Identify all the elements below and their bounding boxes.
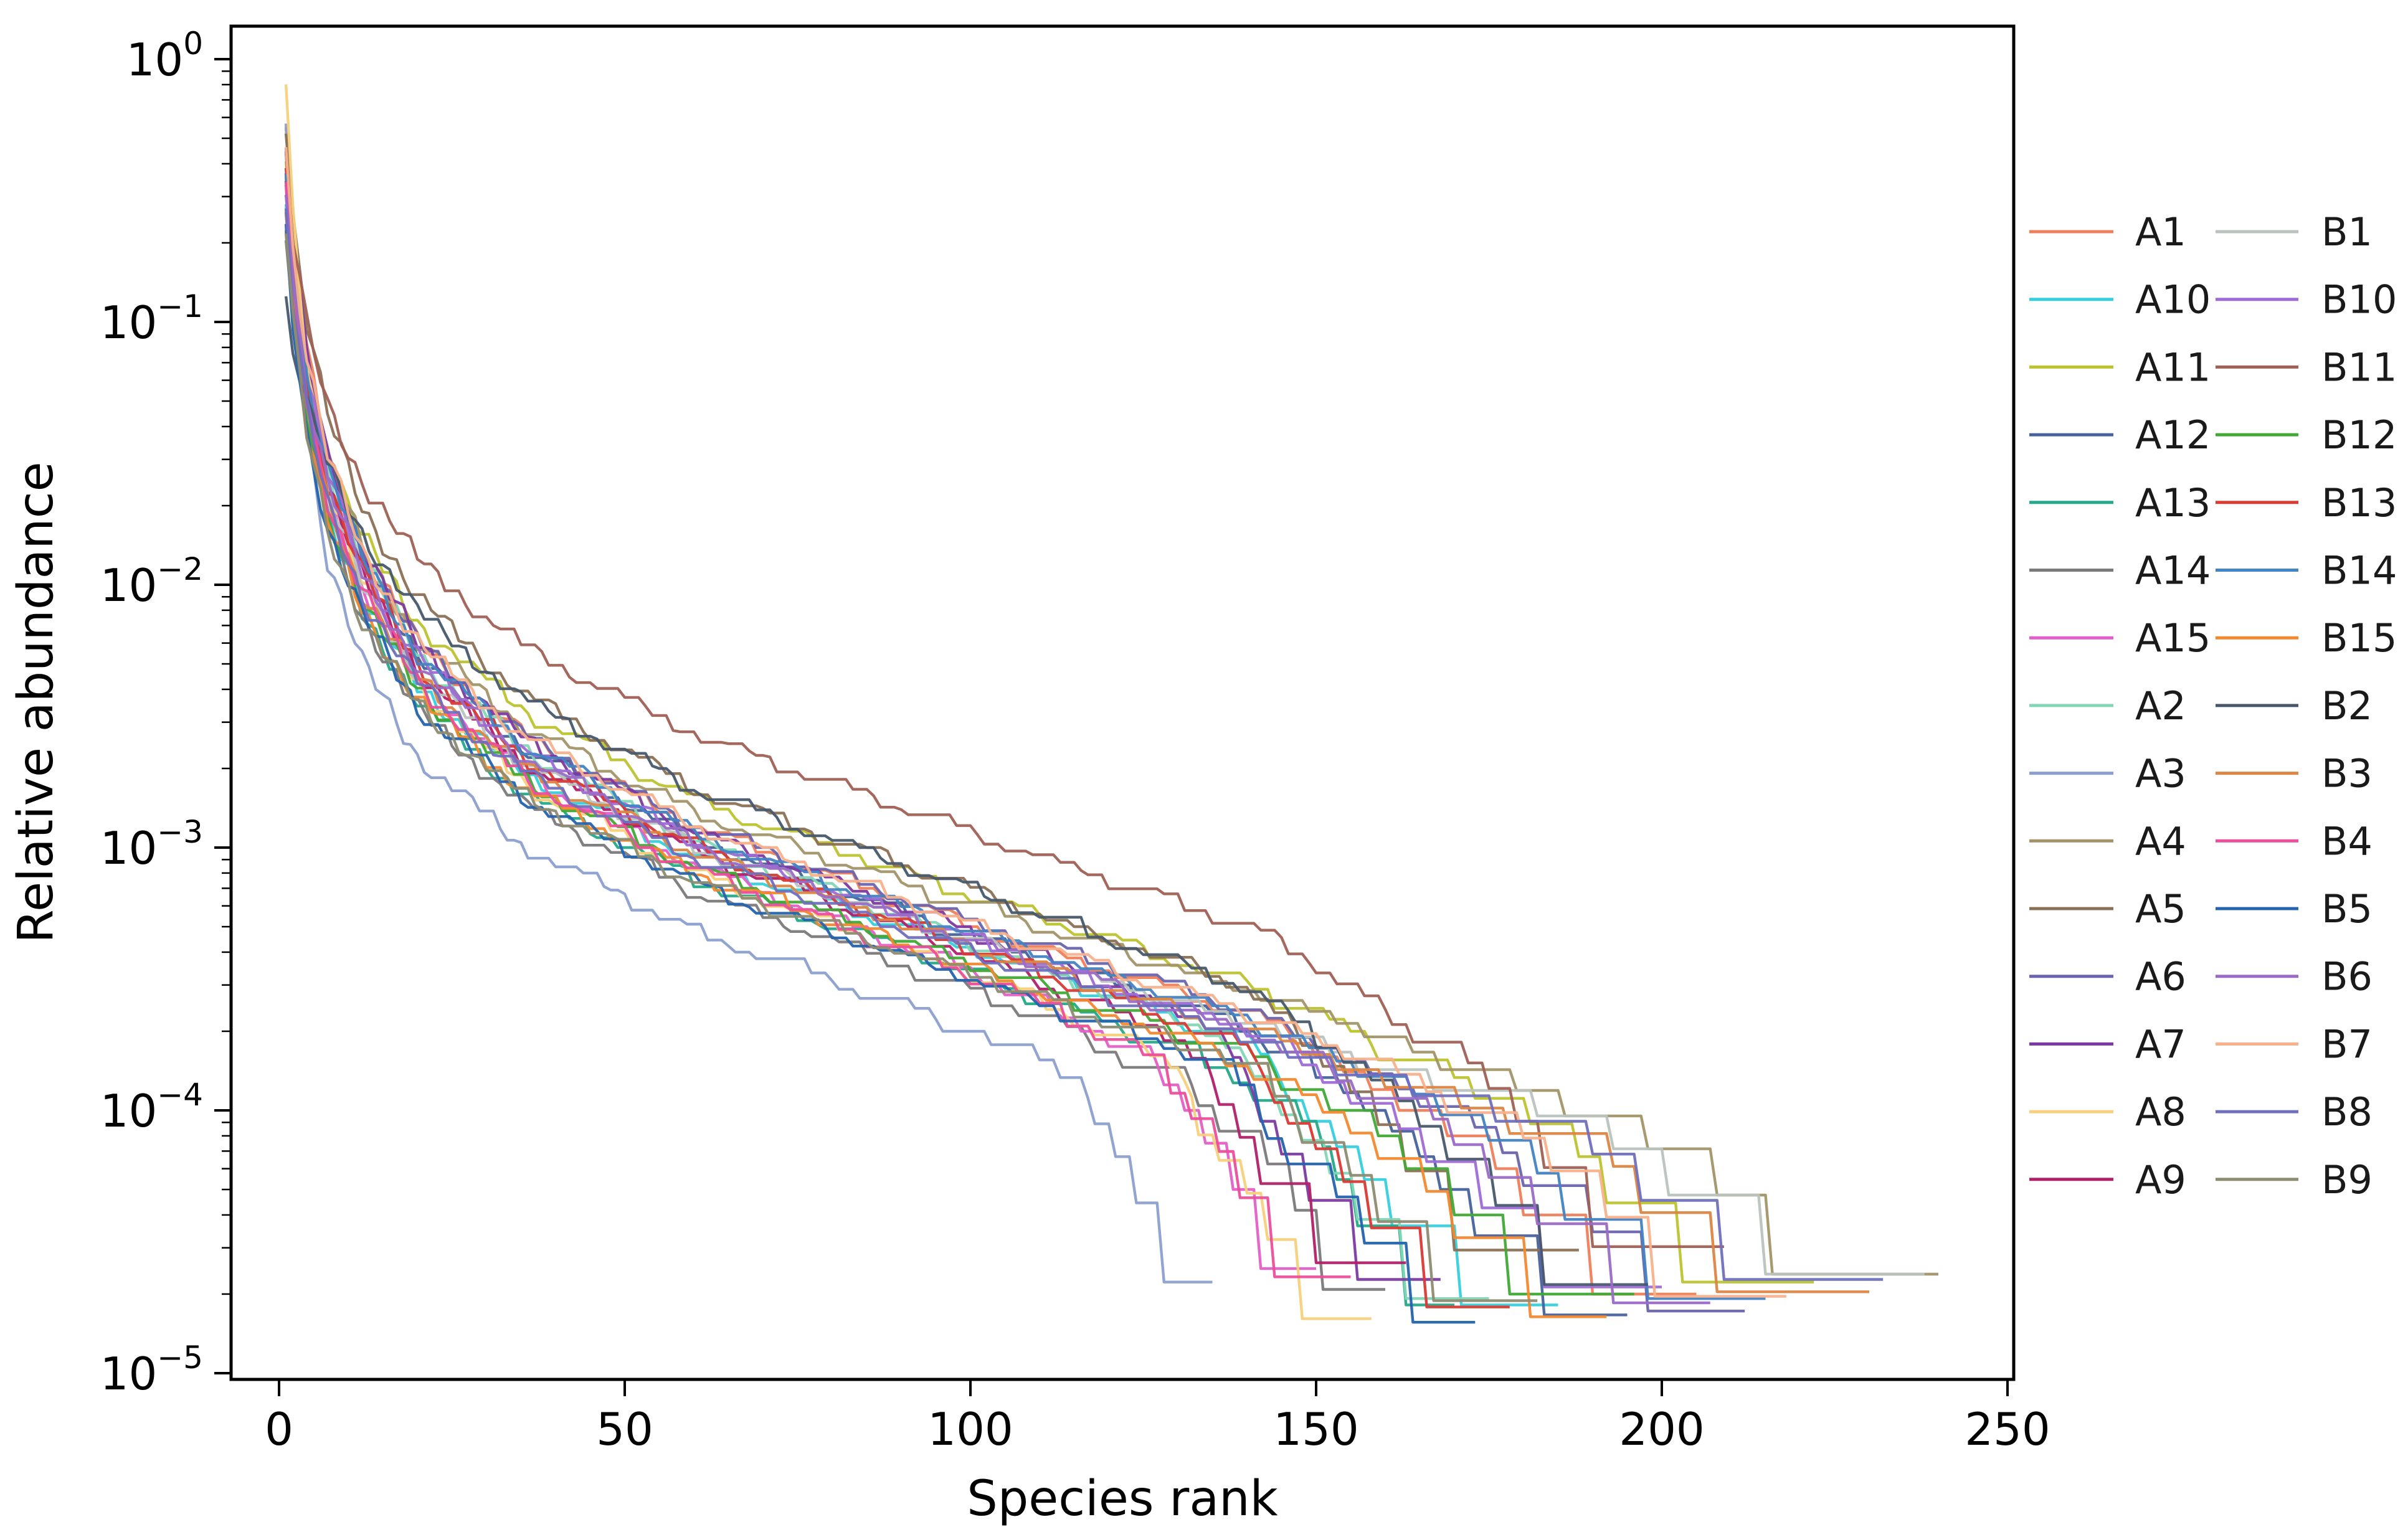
series-line-B7 — [284, 147, 1786, 1298]
series-line-B1 — [284, 209, 1925, 1276]
legend-entry-A3: A3 — [2029, 751, 2186, 797]
series-line-B4 — [284, 181, 1351, 1279]
legend-label-B6: B6 — [2321, 954, 2372, 1000]
legend-label-B9: B9 — [2321, 1157, 2372, 1203]
legend-entry-A14: A14 — [2029, 548, 2211, 593]
series-line-A8 — [284, 84, 1372, 1320]
legend-entry-A7: A7 — [2029, 1021, 2186, 1067]
legend-label-A2: A2 — [2135, 683, 2186, 729]
legend-label-A9: A9 — [2135, 1157, 2186, 1203]
series-line-B14 — [284, 174, 1766, 1300]
legend-label-B12: B12 — [2321, 412, 2397, 458]
y-tick-label: 10−2 — [100, 551, 203, 612]
x-tick-label: 150 — [1273, 1403, 1358, 1455]
legend-entry-A6: A6 — [2029, 954, 2186, 1000]
series-line-A11 — [284, 161, 1814, 1284]
legend-entry-B2: B2 — [2216, 683, 2372, 729]
x-tick-label: 250 — [1965, 1403, 2050, 1455]
legend-entry-A11: A11 — [2029, 344, 2211, 390]
y-tick-label: 10−1 — [100, 288, 203, 349]
legend-entry-B5: B5 — [2216, 886, 2372, 932]
legend-entry-A2: A2 — [2029, 683, 2186, 729]
legend-label-B4: B4 — [2321, 818, 2372, 864]
series-line-B11 — [284, 151, 1724, 1248]
legend-entry-B13: B13 — [2216, 480, 2397, 526]
x-tick-label: 50 — [596, 1403, 653, 1455]
legend-label-B1: B1 — [2321, 209, 2372, 255]
legend-entry-B3: B3 — [2216, 751, 2372, 797]
legend-label-A12: A12 — [2135, 412, 2211, 458]
legend-label-A14: A14 — [2135, 548, 2211, 593]
legend-label-A8: A8 — [2135, 1089, 2186, 1135]
legend-label-A7: A7 — [2135, 1021, 2186, 1067]
legend-entry-A13: A13 — [2029, 480, 2211, 526]
legend-entry-B15: B15 — [2216, 615, 2397, 661]
plot-border — [229, 24, 2016, 1381]
series-line-A9 — [284, 181, 1406, 1264]
legend-entry-A12: A12 — [2029, 412, 2211, 458]
series-line-B6 — [284, 194, 1710, 1305]
series-line-B12 — [284, 212, 1634, 1296]
y-tick-label: 10−3 — [100, 814, 203, 874]
y-tick-label: 10−4 — [100, 1077, 203, 1137]
legend-label-B7: B7 — [2321, 1021, 2372, 1067]
legend-label-A10: A10 — [2135, 277, 2211, 323]
series-line-B5 — [284, 224, 1476, 1324]
legend-entry-B11: B11 — [2216, 344, 2397, 390]
legend-entry-B7: B7 — [2216, 1021, 2372, 1067]
legend-label-B14: B14 — [2321, 548, 2397, 593]
legend-label-A3: A3 — [2135, 751, 2186, 797]
series-line-A3 — [284, 123, 1213, 1284]
series-layer — [284, 84, 1938, 1324]
series-line-B8 — [284, 208, 1884, 1281]
legend-entry-B8: B8 — [2216, 1089, 2372, 1135]
legend-label-A1: A1 — [2135, 209, 2186, 255]
series-line-A5 — [284, 133, 1579, 1252]
legend-label-B10: B10 — [2321, 277, 2397, 323]
legend-label-B5: B5 — [2321, 886, 2372, 932]
legend-label-B11: B11 — [2321, 344, 2397, 390]
legend-label-B2: B2 — [2321, 683, 2372, 729]
series-line-B2 — [284, 296, 1648, 1286]
x-tick-label: 100 — [927, 1403, 1013, 1455]
axes-layer: 0 50 100 150 200 250 100 10−1 10−2 10−3 10−4 10−5 — [100, 24, 2050, 1455]
legend-label-A13: A13 — [2135, 480, 2211, 526]
legend-label-A11: A11 — [2135, 344, 2211, 390]
y-axis-label: Relative abundance — [8, 461, 64, 943]
legend-entry-A8: A8 — [2029, 1089, 2186, 1135]
x-tick-label: 200 — [1619, 1403, 1704, 1455]
y-tick-label: 10−5 — [100, 1340, 203, 1400]
legend-entry-A15: A15 — [2029, 615, 2211, 661]
legend-entry-B6: B6 — [2216, 954, 2372, 1000]
legend-entry-B12: B12 — [2216, 412, 2397, 458]
legend-label-A4: A4 — [2135, 818, 2186, 864]
legend-entry-B9: B9 — [2216, 1157, 2372, 1203]
legend: A1 A10 A11 A12 A13 A14 A15 A2 A3 A4 A5 A6 A7 A8 A9 B1 B1… — [2029, 209, 2397, 1203]
x-tick-label: 0 — [265, 1403, 293, 1455]
legend-entry-B14: B14 — [2216, 548, 2397, 593]
y-tick-label: 100 — [126, 26, 203, 86]
legend-entry-A10: A10 — [2029, 277, 2211, 323]
series-line-A14 — [284, 240, 1385, 1291]
legend-label-B13: B13 — [2321, 480, 2397, 526]
legend-entry-A5: A5 — [2029, 886, 2186, 932]
legend-entry-B1: B1 — [2216, 209, 2372, 255]
series-line-B9 — [284, 233, 1538, 1302]
legend-label-B3: B3 — [2321, 751, 2372, 797]
legend-entry-B4: B4 — [2216, 818, 2372, 864]
legend-entry-A1: A1 — [2029, 209, 2186, 255]
legend-label-A5: A5 — [2135, 886, 2186, 932]
series-line-B13 — [284, 168, 1510, 1308]
legend-label-A15: A15 — [2135, 615, 2211, 661]
legend-entry-B10: B10 — [2216, 277, 2397, 323]
x-axis-label: Species rank — [967, 1471, 1278, 1527]
legend-label-A6: A6 — [2135, 954, 2186, 1000]
legend-label-B15: B15 — [2321, 615, 2397, 661]
legend-label-B8: B8 — [2321, 1089, 2372, 1135]
series-line-B15 — [284, 230, 1607, 1318]
legend-entry-A9: A9 — [2029, 1157, 2186, 1203]
legend-entry-A4: A4 — [2029, 818, 2186, 864]
